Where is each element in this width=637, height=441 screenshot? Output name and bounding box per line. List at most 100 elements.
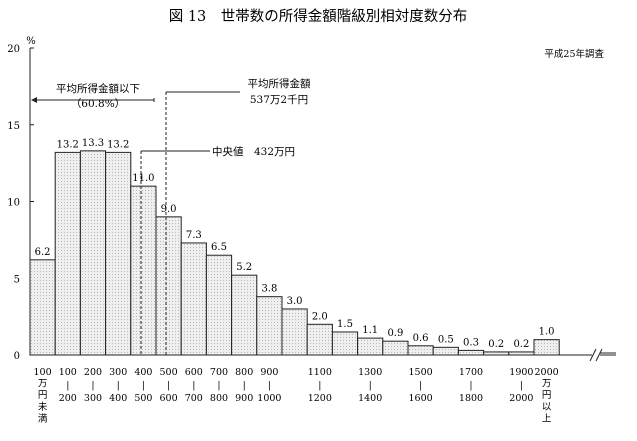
bar-value-label: 1.1 [362, 325, 378, 336]
x-tick-label: 700 | 800 [210, 367, 228, 404]
x-tick-label: 200 | 300 [84, 367, 102, 404]
svg-text:1600: 1600 [409, 393, 433, 404]
bar [331, 331, 359, 356]
svg-text:|: | [91, 380, 94, 391]
svg-text:200: 200 [84, 367, 102, 378]
bar-value-label: 0.2 [513, 339, 529, 350]
svg-text:2000: 2000 [535, 367, 559, 378]
bar-value-label: 5.2 [236, 262, 252, 273]
bar [180, 242, 207, 356]
y-tick-label: 10 [7, 198, 20, 209]
svg-text:1200: 1200 [308, 393, 332, 404]
svg-text:1100: 1100 [308, 367, 332, 378]
svg-text:|: | [66, 380, 69, 391]
y-axis-unit: % [26, 36, 36, 47]
svg-text:上: 上 [542, 413, 552, 424]
mean-value: 537万2千円 [250, 94, 308, 106]
bar [130, 185, 157, 356]
bar-value-label: 0.5 [438, 334, 454, 345]
bar [54, 151, 81, 356]
svg-text:万: 万 [542, 379, 552, 390]
x-tick-label: 1300 | 1400 [358, 367, 382, 404]
x-tick-label: 100 | 200 [59, 367, 77, 404]
y-tick-label: 5 [14, 274, 20, 285]
svg-text:600: 600 [160, 393, 178, 404]
bar [382, 340, 409, 356]
x-tick-label: 800 | 900 [235, 367, 253, 404]
svg-text:700: 700 [210, 367, 228, 378]
bar-value-label: 1.0 [539, 327, 555, 338]
svg-text:100: 100 [59, 367, 77, 378]
svg-text:|: | [318, 380, 321, 391]
svg-text:|: | [142, 380, 145, 391]
bar [256, 296, 283, 356]
below-mean-percent: （60.8%） [71, 98, 125, 110]
svg-text:|: | [192, 380, 195, 391]
bar-value-label: 0.3 [463, 337, 479, 348]
below-mean-arrowhead-icon [31, 97, 37, 103]
svg-text:700: 700 [185, 393, 203, 404]
bar-value-label: 9.0 [161, 204, 177, 215]
svg-text:1400: 1400 [358, 393, 382, 404]
svg-text:|: | [268, 380, 271, 391]
svg-text:以: 以 [542, 402, 552, 413]
bar [306, 323, 333, 356]
x-tick-label: 1700 | 1800 [459, 367, 483, 404]
svg-text:|: | [167, 380, 170, 391]
svg-text:|: | [243, 380, 246, 391]
bar [231, 274, 258, 356]
bar [432, 346, 459, 356]
bar-value-label: 7.3 [186, 230, 202, 241]
bar-value-label: 0.6 [413, 333, 429, 344]
x-tick-label: 300 | 400 [109, 367, 127, 404]
bar [457, 349, 485, 356]
svg-text:2000: 2000 [509, 393, 533, 404]
svg-text:1700: 1700 [459, 367, 483, 378]
x-tick-label: 600 | 700 [185, 367, 203, 404]
bar-value-label: 13.2 [107, 139, 129, 150]
svg-text:|: | [419, 380, 422, 391]
x-tick-label: 1500 | 1600 [409, 367, 433, 404]
bar [357, 337, 384, 356]
bar [533, 339, 560, 356]
chart-title: 図 13 世帯数の所得金額階級別相対度数分布 [169, 8, 468, 25]
below-mean-label: 平均所得金額以下 [56, 82, 140, 95]
x-tick-label: 1100 | 1200 [308, 367, 332, 404]
svg-text:満: 満 [38, 413, 48, 424]
bar [105, 151, 132, 356]
svg-text:1500: 1500 [409, 367, 433, 378]
svg-text:900: 900 [235, 393, 253, 404]
axis-break-icon [589, 348, 603, 362]
bar-value-label: 1.5 [337, 319, 353, 330]
svg-text:400: 400 [109, 393, 127, 404]
svg-text:800: 800 [210, 393, 228, 404]
svg-text:|: | [217, 380, 220, 391]
svg-text:|: | [520, 380, 523, 391]
x-tick-label: 900 | 1000 [257, 367, 281, 404]
median-label: 中央値 432万円 [212, 145, 295, 158]
svg-text:万: 万 [38, 379, 48, 390]
svg-text:500: 500 [134, 393, 152, 404]
svg-text:600: 600 [185, 367, 203, 378]
bar-value-label: 2.0 [312, 311, 328, 322]
svg-text:|: | [369, 380, 372, 391]
mean-label: 平均所得金額 [248, 77, 311, 90]
svg-text:円: 円 [38, 390, 48, 401]
bar [281, 308, 308, 356]
bar-value-label: 6.5 [211, 242, 227, 253]
bar-value-label: 13.3 [82, 138, 104, 149]
svg-text:400: 400 [134, 367, 152, 378]
svg-text:300: 300 [84, 393, 102, 404]
bar [407, 345, 434, 356]
svg-text:1800: 1800 [459, 393, 483, 404]
x-tick-label: 500 | 600 [160, 367, 178, 404]
bar-value-label: 0.2 [488, 339, 504, 350]
svg-text:100: 100 [34, 367, 52, 378]
svg-text:300: 300 [109, 367, 127, 378]
svg-text:500: 500 [160, 367, 178, 378]
bar-value-label: 0.9 [387, 328, 403, 339]
y-tick-label: 0 [14, 351, 20, 362]
